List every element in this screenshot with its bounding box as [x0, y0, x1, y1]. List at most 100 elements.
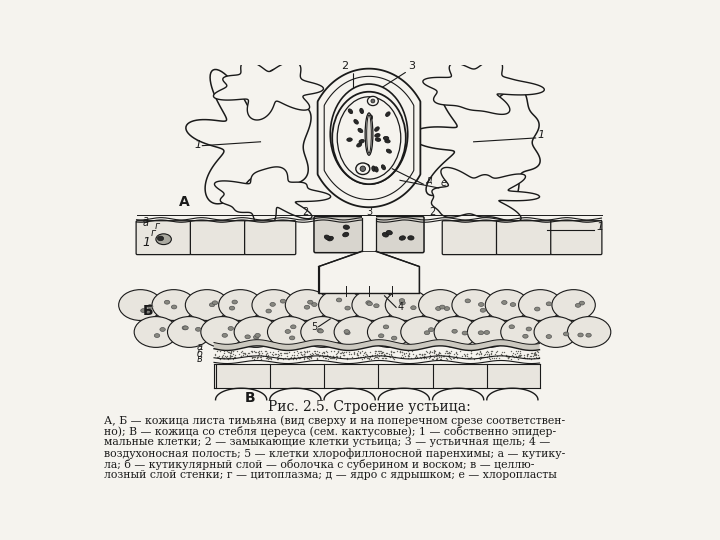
Point	[267, 351, 279, 360]
Polygon shape	[319, 251, 419, 294]
Point	[321, 352, 333, 361]
Ellipse shape	[424, 331, 430, 335]
Point	[287, 354, 299, 363]
Point	[399, 352, 410, 360]
Point	[255, 350, 266, 359]
Point	[238, 349, 249, 357]
Ellipse shape	[289, 336, 294, 340]
Point	[260, 349, 271, 358]
Point	[377, 347, 388, 356]
Point	[377, 354, 388, 363]
Point	[392, 347, 403, 356]
Point	[325, 353, 336, 362]
Point	[423, 354, 435, 362]
Point	[323, 352, 335, 361]
Ellipse shape	[382, 165, 385, 170]
Point	[435, 354, 446, 363]
Ellipse shape	[347, 138, 352, 141]
Ellipse shape	[502, 301, 507, 305]
Point	[520, 353, 531, 362]
Point	[509, 350, 521, 359]
Polygon shape	[423, 59, 544, 114]
Point	[299, 348, 310, 356]
Ellipse shape	[383, 325, 389, 329]
Point	[309, 347, 320, 355]
Ellipse shape	[385, 289, 428, 320]
Point	[324, 352, 336, 360]
Point	[359, 347, 371, 356]
Ellipse shape	[146, 309, 151, 313]
Point	[510, 347, 522, 355]
Point	[225, 349, 237, 357]
Ellipse shape	[575, 303, 581, 307]
Text: мальные клетки; 2 — замыкающие клетки устьица; 3 — устьичная щель; 4 —: мальные клетки; 2 — замыкающие клетки ус…	[104, 437, 550, 447]
Point	[532, 347, 544, 356]
Ellipse shape	[317, 328, 323, 332]
Point	[432, 350, 444, 359]
Point	[488, 354, 500, 362]
Point	[480, 350, 491, 359]
Point	[275, 349, 287, 357]
Point	[433, 348, 445, 356]
Point	[334, 352, 346, 361]
Point	[444, 348, 456, 357]
Point	[503, 352, 514, 361]
Point	[328, 354, 340, 362]
Point	[531, 354, 543, 362]
Point	[484, 353, 495, 362]
Point	[383, 350, 395, 359]
Point	[513, 350, 525, 359]
Point	[410, 350, 422, 359]
Ellipse shape	[160, 328, 166, 332]
Point	[378, 352, 390, 360]
Point	[338, 351, 350, 360]
Point	[230, 353, 241, 362]
Point	[485, 346, 496, 355]
Point	[348, 347, 359, 356]
Ellipse shape	[140, 309, 146, 313]
Point	[296, 350, 307, 359]
Point	[293, 353, 305, 362]
Point	[253, 350, 265, 359]
Point	[227, 349, 238, 358]
Point	[301, 347, 312, 355]
Point	[503, 354, 514, 362]
Ellipse shape	[552, 289, 595, 320]
Ellipse shape	[267, 316, 311, 347]
Point	[274, 349, 286, 357]
Ellipse shape	[354, 119, 359, 124]
Point	[225, 348, 237, 356]
Point	[289, 351, 300, 360]
Ellipse shape	[228, 327, 233, 330]
Point	[491, 347, 503, 355]
FancyBboxPatch shape	[442, 221, 498, 254]
Point	[217, 354, 228, 363]
Point	[379, 350, 390, 359]
Point	[271, 353, 283, 361]
Point	[264, 354, 275, 362]
Point	[336, 348, 347, 357]
Point	[369, 351, 380, 360]
Text: лозный слой стенки; г — цитоплазма; д — ядро с ядрышком; е — хлоропласты: лозный слой стенки; г — цитоплазма; д — …	[104, 470, 557, 480]
Point	[212, 353, 224, 362]
Ellipse shape	[255, 333, 261, 338]
Point	[485, 355, 496, 363]
Point	[473, 349, 485, 358]
Point	[320, 346, 332, 355]
Point	[525, 352, 536, 361]
Point	[361, 354, 372, 362]
Point	[261, 354, 272, 363]
Point	[402, 351, 413, 360]
Point	[223, 348, 235, 356]
Point	[292, 353, 303, 361]
Point	[225, 347, 237, 355]
Ellipse shape	[546, 302, 552, 306]
Point	[514, 351, 526, 360]
Point	[403, 349, 415, 358]
Point	[459, 350, 470, 359]
Point	[466, 353, 477, 362]
Point	[413, 350, 425, 359]
Point	[258, 352, 269, 360]
Point	[318, 349, 330, 357]
Point	[461, 352, 472, 361]
